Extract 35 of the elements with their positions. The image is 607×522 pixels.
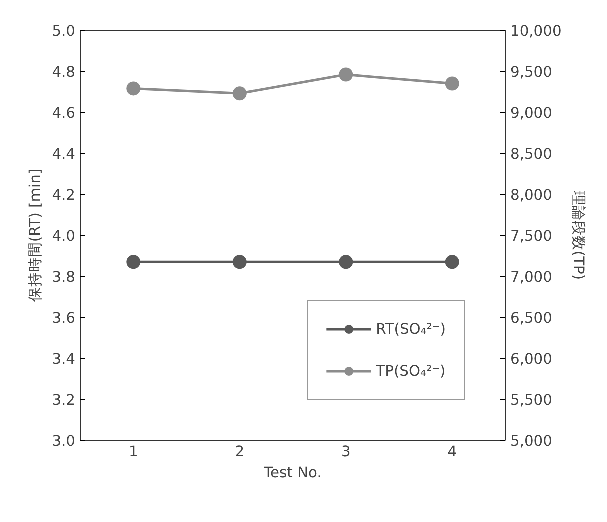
point	[232, 86, 247, 101]
y-tick-label: 4.0	[52, 228, 76, 245]
y-tick-label: 3.6	[52, 310, 76, 327]
legend-label: RT(SO₄²⁻)	[376, 320, 446, 338]
y-tick-label: 3.2	[52, 392, 76, 409]
y2-tick-label: 7,000	[510, 269, 552, 286]
y2-tick-label: 8,500	[510, 146, 552, 163]
y-tick-label: 4.4	[52, 146, 76, 163]
y2-tick-label: 5,000	[510, 433, 552, 450]
x-tick-label: 1	[128, 444, 138, 460]
y2-axis-title: 理論段数(TP)	[570, 190, 587, 280]
y2-tick-label: 6,500	[510, 310, 552, 327]
legend-label: TP(SO₄²⁻)	[376, 362, 446, 380]
x-axis-title: Test No.	[263, 464, 322, 482]
y-tick-label: 3.4	[52, 351, 76, 368]
y-tick-label: 4.2	[52, 187, 76, 204]
y-tick-label: 4.6	[52, 105, 76, 122]
y-tick-label: 5.0	[52, 23, 76, 40]
y-tick-label: 3.0	[52, 433, 76, 450]
y2-tick-label: 5,500	[510, 392, 552, 409]
point	[126, 82, 141, 96]
point	[339, 68, 354, 82]
y2-tick-label: 7,500	[510, 228, 552, 245]
x-tick-label: 4	[448, 444, 458, 460]
y-tick-label: 3.8	[52, 269, 76, 286]
y2-tick-label: 8,000	[510, 187, 552, 204]
y2-tick-label: 10,000	[510, 23, 562, 40]
x-tick-label: 3	[341, 444, 351, 460]
y-tick-label: 4.8	[52, 64, 76, 81]
y2-tick-label: 9,000	[510, 105, 552, 122]
point	[445, 76, 460, 91]
x-tick-label: 2	[235, 444, 245, 460]
y2-tick-label: 9,500	[510, 64, 552, 81]
y-axis-title: 保持時間(RT) [min]	[27, 168, 44, 302]
y2-tick-label: 6,000	[510, 351, 552, 368]
